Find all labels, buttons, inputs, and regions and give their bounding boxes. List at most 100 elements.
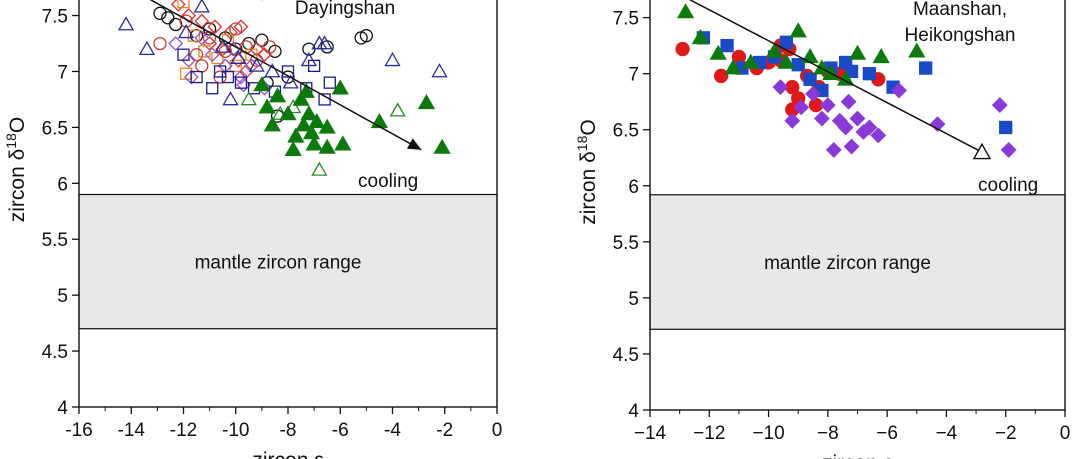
x-tick-label: −12 <box>693 423 725 444</box>
x-tick-label: -6 <box>332 420 349 441</box>
data-point-square-open <box>190 70 203 84</box>
x-tick-label: −14 <box>634 423 667 444</box>
data-point-diamond-open <box>223 24 238 40</box>
data-point-triangle-open <box>384 51 401 67</box>
y-tick-label: 6.5 <box>613 121 639 142</box>
data-point-triangle-filled <box>676 3 695 19</box>
data-point-triangle-open <box>193 0 210 13</box>
data-point-diamond-filled <box>837 119 854 136</box>
data-point-diamond-open <box>225 41 241 57</box>
data-point-triangle-filled <box>263 116 281 132</box>
data-point-triangle-filled <box>318 138 336 154</box>
data-point-triangle-open <box>431 63 448 78</box>
data-point-triangle-filled <box>297 82 315 98</box>
data-point-triangle-filled <box>279 105 297 121</box>
data-point-square-open <box>187 29 201 42</box>
y-axis-label: zircon δ18O <box>3 117 29 222</box>
data-point-circle-open <box>263 40 277 54</box>
data-point-triangle-open <box>222 91 239 106</box>
data-point-circle-open <box>242 36 256 51</box>
data-point-triangle-filled <box>334 135 352 151</box>
data-point-triangle-filled <box>331 79 349 95</box>
x-tick-label: −6 <box>876 423 898 444</box>
y-tick-label: 4.5 <box>613 345 639 366</box>
data-point-diamond-filled <box>861 119 878 136</box>
data-point-triangle-filled <box>370 112 389 129</box>
cooling-trend-line <box>149 0 422 151</box>
data-point-diamond-filled <box>870 127 887 144</box>
y-tick-label: 6 <box>57 174 68 195</box>
data-point-diamond-filled <box>819 97 836 113</box>
data-point-square-open <box>229 59 242 73</box>
data-point-square-open <box>234 76 248 89</box>
x-tick-label: -8 <box>280 420 297 441</box>
y-tick-label: 6 <box>628 177 639 198</box>
data-point-triangle-filled <box>765 42 784 58</box>
location-label-line: Maanshan, <box>913 0 1007 20</box>
x-tick-label: −10 <box>752 423 784 444</box>
y-tick-label: 4.5 <box>42 342 68 363</box>
data-point-triangle-open <box>177 24 195 39</box>
data-point-diamond-filled <box>784 112 801 129</box>
y-tick-label: 7.5 <box>42 7 68 28</box>
data-point-circle-open <box>195 59 209 73</box>
cooling-label: cooling <box>358 171 418 192</box>
data-point-square-filled <box>791 58 805 72</box>
data-point-triangle-open <box>230 49 247 64</box>
y-tick-label: 5 <box>628 289 639 310</box>
mantle-range-band <box>649 194 1066 330</box>
data-point-diamond-open <box>170 0 186 12</box>
data-point-circle-filled <box>713 68 729 84</box>
x-tick-label: 0 <box>1060 423 1071 444</box>
y-axis-label-superscript: 18 <box>574 135 590 151</box>
data-point-triangle-open <box>248 57 265 72</box>
data-point-triangle-filled <box>742 53 760 69</box>
data-point-triangle-open <box>316 35 333 50</box>
data-point-diamond-filled <box>772 79 789 96</box>
data-point-circle-open <box>153 36 167 51</box>
data-point-triangle-filled <box>777 53 795 69</box>
x-tick-label: −4 <box>936 423 958 444</box>
cooling-label: cooling <box>978 175 1038 196</box>
data-point-triangle-filled <box>872 48 890 64</box>
data-point-circle-open <box>255 33 269 47</box>
data-point-square-filled <box>720 39 734 53</box>
data-point-diamond-open <box>183 69 199 85</box>
cooling-arrowhead <box>406 138 422 150</box>
data-point-diamond-filled <box>991 97 1008 113</box>
data-point-circle-open <box>189 48 204 62</box>
data-point-triangle-filled <box>284 140 302 157</box>
data-point-circle-open <box>229 22 243 36</box>
data-point-square-filled <box>862 67 877 81</box>
y-tick-label: 5.5 <box>613 233 639 254</box>
data-point-triangle-open <box>138 40 156 56</box>
data-point-circle-open <box>153 6 167 20</box>
data-point-triangle-filled <box>302 124 321 140</box>
left-scatter-panel: -16 -14 -12 -10 -8 -6 -4 -2 0 4 4.5 5 5.5 6 6.5 7 7.5 zir… <box>3 0 502 459</box>
data-point-triangle-open <box>117 16 135 31</box>
data-point-square-open <box>213 65 227 78</box>
data-point-square-filled <box>999 120 1013 135</box>
data-point-triangle-filled <box>724 59 742 75</box>
x-tick-label: 0 <box>492 420 503 441</box>
data-point-triangle-filled <box>417 93 436 110</box>
x-tick-label: -2 <box>436 420 453 441</box>
data-point-triangle-open <box>285 98 302 114</box>
y-tick-label: 6.5 <box>42 118 68 139</box>
y-axis-label: zircon δ18O <box>574 119 600 224</box>
data-point-triangle-filled <box>295 116 313 132</box>
data-point-diamond-open <box>168 36 184 51</box>
cooling-trend-line <box>688 0 983 153</box>
data-point-diamond-open <box>244 58 259 74</box>
data-point-diamond-open <box>181 8 197 23</box>
y-tick-label: 5.5 <box>42 230 68 251</box>
data-point-diamond-filled <box>805 85 821 102</box>
data-point-square-open <box>206 82 219 95</box>
data-point-triangle-filled <box>318 118 336 134</box>
data-point-triangle-open <box>240 91 257 106</box>
data-point-square-open <box>177 0 190 9</box>
data-point-diamond-filled <box>825 141 842 158</box>
data-point-triangle-open <box>264 63 281 78</box>
y-axis-label-tail: O <box>6 117 29 133</box>
data-point-circle-open <box>179 14 193 28</box>
